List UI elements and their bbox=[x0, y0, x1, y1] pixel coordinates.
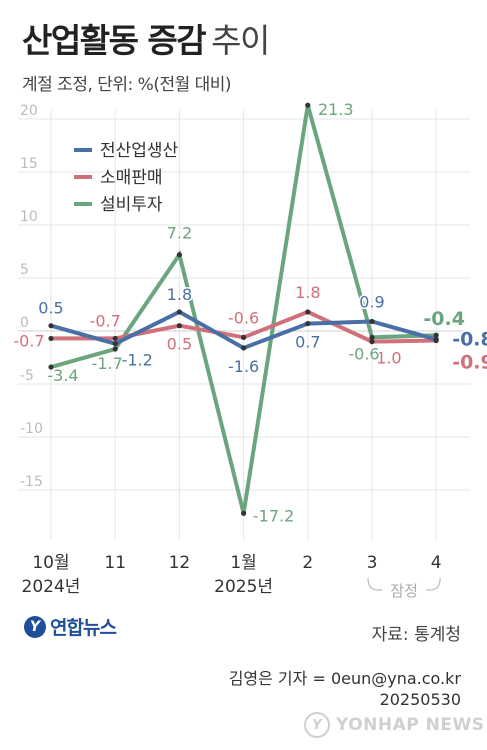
data-point bbox=[305, 309, 311, 315]
author-credit: 김영은 기자 = 0eun@yna.co.kr bbox=[228, 669, 461, 688]
logo-text: 연합뉴스 bbox=[50, 617, 117, 639]
data-label: -0.7 bbox=[13, 331, 44, 350]
x-tick-label: 10월 bbox=[32, 553, 69, 573]
y-tick-label: -10 bbox=[20, 421, 43, 437]
data-label: -0.6 bbox=[228, 308, 259, 327]
legend-label: 전산업생산 bbox=[100, 141, 179, 161]
data-point bbox=[112, 341, 118, 347]
data-point bbox=[369, 318, 375, 325]
data-label: -17.2 bbox=[253, 506, 294, 525]
data-point bbox=[369, 339, 375, 345]
data-label: -1.6 bbox=[228, 357, 259, 376]
watermark-logo-icon: Y bbox=[304, 712, 330, 738]
y-tick-label: 10 bbox=[20, 209, 38, 225]
data-label: -0.8 bbox=[452, 328, 487, 350]
data-label: 0.7 bbox=[295, 333, 320, 352]
data-point bbox=[433, 336, 439, 343]
data-point bbox=[112, 346, 118, 352]
title-sub: 추이 bbox=[211, 21, 270, 60]
data-point bbox=[48, 323, 54, 329]
data-label: -1.2 bbox=[122, 351, 153, 370]
data-label: 1.8 bbox=[167, 285, 192, 304]
watermark: Y YONHAP NEWS bbox=[304, 712, 484, 738]
year-label: 2024년 bbox=[22, 577, 81, 597]
y-tick-label: 5 bbox=[20, 262, 29, 278]
yonhap-logo: Y 연합뉴스 bbox=[24, 613, 117, 640]
data-point bbox=[241, 345, 247, 351]
source-note: 자료: 통계청 bbox=[371, 625, 461, 645]
legend-label: 소매판매 bbox=[100, 168, 163, 188]
data-point bbox=[48, 335, 54, 342]
data-label: 7.2 bbox=[167, 224, 192, 243]
y-tick-label: 0 bbox=[20, 315, 29, 331]
data-point bbox=[305, 320, 311, 327]
y-tick-label: 20 bbox=[20, 103, 38, 119]
data-label: -0.9 bbox=[452, 352, 487, 374]
chart-subtitle: 계절 조정, 단위: %(전월 대비) bbox=[22, 75, 232, 95]
data-label: -0.7 bbox=[90, 311, 121, 330]
yonhap-logo-icon: Y bbox=[24, 615, 46, 638]
data-label: -1.7 bbox=[92, 354, 123, 373]
title-main: 산업활동 증감 bbox=[22, 21, 207, 60]
y-tick-label: -5 bbox=[20, 368, 34, 384]
data-label: 0.5 bbox=[38, 299, 63, 318]
data-point bbox=[369, 334, 375, 340]
data-point bbox=[48, 364, 54, 370]
data-label: -3.4 bbox=[47, 366, 78, 385]
x-tick-label: 2 bbox=[302, 553, 313, 573]
y-tick-label: 15 bbox=[20, 156, 38, 172]
x-tick-label: 11 bbox=[104, 553, 126, 573]
data-label: -0.6 bbox=[348, 344, 379, 363]
data-point bbox=[176, 252, 182, 258]
data-point bbox=[176, 309, 182, 315]
data-label: 21.3 bbox=[318, 100, 354, 119]
data-point bbox=[112, 335, 118, 342]
legend-label: 설비투자 bbox=[100, 195, 163, 215]
data-label: -1.0 bbox=[370, 349, 401, 368]
x-tick-label: 4 bbox=[431, 553, 442, 573]
x-tick-label: 12 bbox=[169, 553, 191, 573]
data-point bbox=[241, 510, 247, 516]
credit: 김영은 기자 = 0eun@yna.co.kr 20250530 bbox=[229, 668, 461, 710]
data-label: 1.8 bbox=[295, 283, 320, 302]
data-point bbox=[176, 323, 182, 329]
data-point bbox=[305, 102, 311, 108]
x-tick-label: 1월 bbox=[230, 553, 256, 573]
preliminary-label: 잠정 bbox=[390, 582, 418, 600]
data-label: 0.5 bbox=[167, 335, 192, 354]
year-label: 2025년 bbox=[214, 577, 273, 597]
y-tick-label: -15 bbox=[20, 474, 43, 490]
line-chart: 20 15 10 5 0 -5 -10 -15 10월 11 12 1월 2 3 4 2024년 2025년 잠정… bbox=[12, 99, 487, 600]
x-tick-label: 3 bbox=[367, 553, 378, 573]
data-point bbox=[241, 334, 247, 340]
preliminary-label-bg bbox=[382, 580, 427, 600]
chart-title: 산업활동 증감 추이 bbox=[22, 14, 270, 62]
watermark-text: YONHAP NEWS bbox=[336, 715, 485, 735]
data-label: -0.4 bbox=[423, 308, 465, 330]
data-label: 0.9 bbox=[359, 292, 384, 311]
publish-date: 20250530 bbox=[379, 690, 461, 709]
data-point bbox=[433, 332, 439, 338]
